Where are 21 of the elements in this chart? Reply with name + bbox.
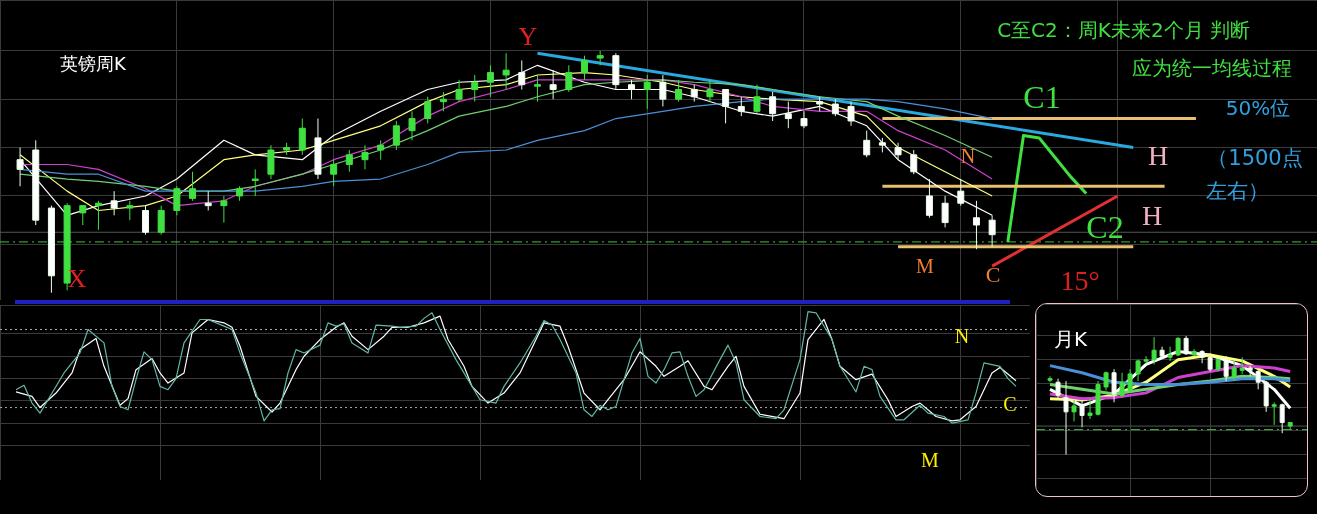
annotation: N bbox=[954, 325, 970, 348]
candlestick bbox=[142, 205, 149, 236]
annotation: C bbox=[985, 261, 1001, 287]
annotation: C2 bbox=[1086, 209, 1124, 246]
text: C至C2：周K未来2个月 判断 bbox=[997, 18, 1250, 43]
annotation: M bbox=[916, 255, 935, 278]
annotation: H bbox=[1147, 140, 1169, 172]
annotation: C1 bbox=[1023, 79, 1061, 116]
annotation: N bbox=[960, 145, 976, 168]
annotation: 应为统一均线过程 bbox=[1132, 56, 1292, 81]
annotation: H bbox=[1141, 200, 1163, 232]
annotation: 左右） bbox=[1205, 179, 1269, 204]
chart-title: 英镑周K bbox=[60, 53, 127, 74]
annotation: 50%位 bbox=[1225, 96, 1291, 121]
annotation: （1500点 bbox=[1207, 146, 1303, 171]
annotation: C bbox=[1003, 393, 1017, 416]
annotation: Y bbox=[518, 21, 538, 51]
chart-title: 月K bbox=[1054, 327, 1088, 351]
annotation: 15° bbox=[1060, 265, 1100, 297]
text: M bbox=[921, 449, 940, 472]
annotation: X bbox=[67, 263, 87, 293]
